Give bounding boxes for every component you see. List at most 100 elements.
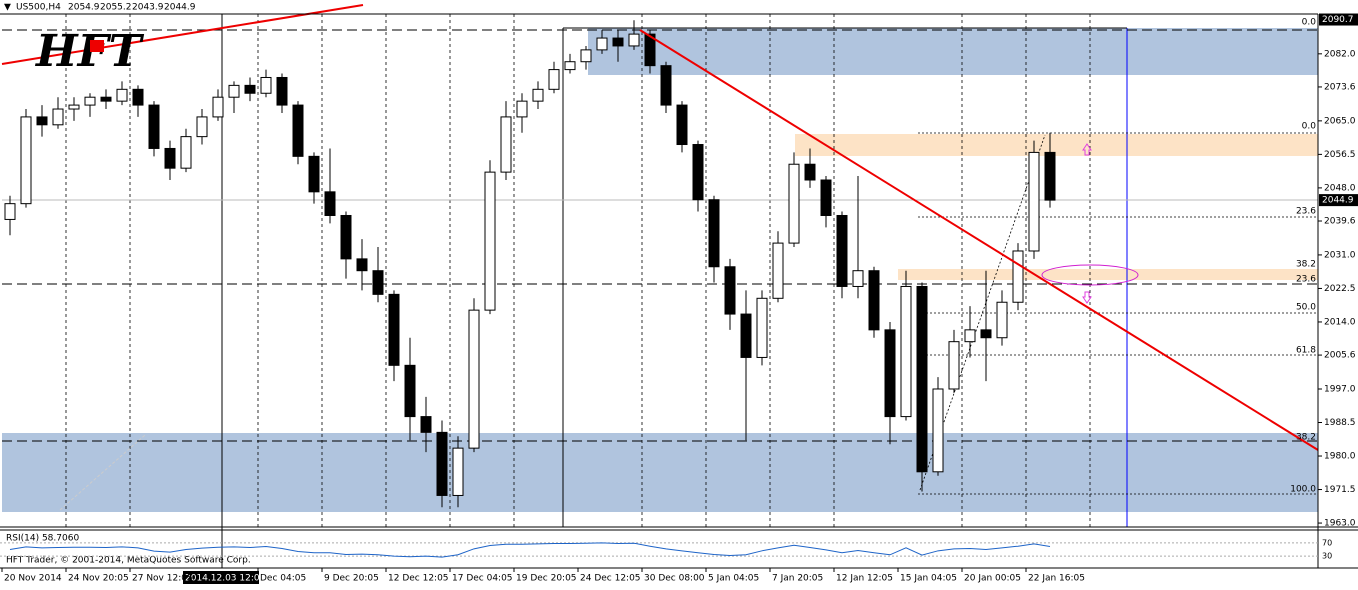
candle-body [340, 214, 352, 260]
y-tick-label: 2073.6 [1324, 82, 1356, 92]
candle-body [308, 155, 320, 193]
y-tick-label: 2082.0 [1324, 49, 1356, 59]
fib-label: 0.0 [1302, 18, 1317, 28]
candle-body [52, 108, 64, 126]
candle-body [388, 293, 400, 366]
candle-body [596, 37, 608, 51]
candle-body [772, 242, 784, 299]
candle-body [964, 329, 976, 343]
candle-body [740, 313, 752, 358]
candle-body [100, 96, 112, 102]
candle-body [884, 329, 896, 418]
candle-body [292, 104, 304, 157]
candle-body [164, 147, 176, 169]
resistance-zone [588, 28, 1318, 75]
fib-label: 38.2 [1296, 260, 1316, 270]
x-tick-label: 12 Jan 12:05 [836, 574, 893, 584]
supply-zone [795, 134, 1318, 156]
x-tick-label: 7 Jan 20:05 [772, 574, 823, 584]
candle-body [900, 285, 912, 418]
candle-body [4, 203, 16, 220]
x-tick-label: 22 Jan 16:05 [1028, 574, 1085, 584]
candle-body [564, 61, 576, 71]
header-value: 2044.9 [164, 3, 196, 13]
crosshair-label: 2014.12.03 12:05 [185, 574, 265, 584]
x-tick-label: 9 Dec 20:05 [324, 574, 379, 584]
candle-body [948, 341, 960, 390]
candle-body [868, 270, 880, 331]
candle-body [404, 364, 416, 418]
diagonal-guide [59, 434, 146, 511]
candle-body [1044, 151, 1056, 201]
top-marker-bg [1319, 13, 1358, 26]
x-tick-label: 19 Dec 20:05 [516, 574, 577, 584]
header-value: 2054.9 [68, 3, 100, 13]
fib-label: 38.2 [1296, 433, 1316, 443]
candle-body [20, 116, 32, 205]
y-tick-label: 2048.0 [1324, 183, 1356, 193]
y-tick-label: 1971.5 [1324, 485, 1356, 495]
y-tick-label: 1980.0 [1324, 452, 1356, 462]
candle-body [804, 163, 816, 181]
candle-body [180, 136, 192, 169]
x-tick-label: 27 Nov 12:05 [132, 574, 193, 584]
x-tick-label: 24 Nov 20:05 [68, 574, 129, 584]
candle-body [820, 179, 832, 216]
candle-body [372, 270, 384, 295]
logo: HFT [34, 26, 145, 77]
candle-body [756, 297, 768, 358]
collapse-icon[interactable]: ▼ [4, 3, 11, 13]
rsi-line [9, 542, 1051, 558]
logo-dot [90, 40, 104, 52]
y-tick-label: 2005.6 [1324, 351, 1356, 361]
x-tick-label: 15 Jan 04:05 [900, 574, 957, 584]
rsi-tick-label: 30 [1322, 552, 1332, 561]
x-tick-label: 20 Nov 2014 [4, 574, 62, 584]
candle-body [932, 388, 944, 473]
candle-body [532, 88, 544, 102]
crosshair-label-bg [183, 571, 259, 584]
candle-body [916, 285, 928, 473]
candle-body [500, 116, 512, 173]
candle-body [548, 69, 560, 90]
rsi-tick-label: 70 [1322, 538, 1332, 547]
candle-body [228, 84, 240, 98]
y-tick-label: 2014.0 [1324, 317, 1356, 327]
trend-line [639, 29, 1319, 451]
candle-body [580, 49, 592, 63]
candle-body [612, 37, 624, 47]
arrow-up [1082, 143, 1092, 156]
header-value: 2055.2 [100, 3, 132, 13]
x-tick-label: 24 Dec 12:05 [580, 574, 641, 584]
candle-body [852, 270, 864, 287]
current-price-bg [1319, 194, 1358, 207]
candle-body [148, 104, 160, 149]
candle-body [836, 214, 848, 287]
y-tick-label: 2056.5 [1324, 150, 1356, 160]
candle-body [212, 96, 224, 118]
candle-body [644, 33, 656, 67]
y-tick-label: 2039.6 [1324, 217, 1356, 227]
dashed-levels [2, 29, 1318, 442]
symbol: US500,H4 [16, 3, 61, 13]
supply-zone [898, 269, 1318, 280]
y-tick-label: 2031.0 [1324, 250, 1356, 260]
candle-body [356, 258, 368, 272]
candle-body [84, 96, 96, 106]
candle-body [68, 104, 80, 110]
candle-body [676, 104, 688, 146]
candle-body [36, 116, 48, 126]
support-zone [2, 433, 1318, 512]
arrow-down [1082, 291, 1092, 304]
candle-body [516, 100, 528, 118]
candle-body [116, 88, 128, 102]
highlight-ellipse [1041, 264, 1139, 286]
price-axis [1318, 0, 1358, 586]
trend-line [1, 4, 364, 65]
y-tick-label: 1963.0 [1324, 519, 1356, 529]
fib-label: 23.6 [1296, 207, 1316, 217]
candle-body [692, 144, 704, 201]
fib-label: 23.6 [1296, 275, 1316, 285]
rsi-label: RSI(14) 58.7060 [6, 534, 79, 544]
candle-body [452, 447, 464, 496]
